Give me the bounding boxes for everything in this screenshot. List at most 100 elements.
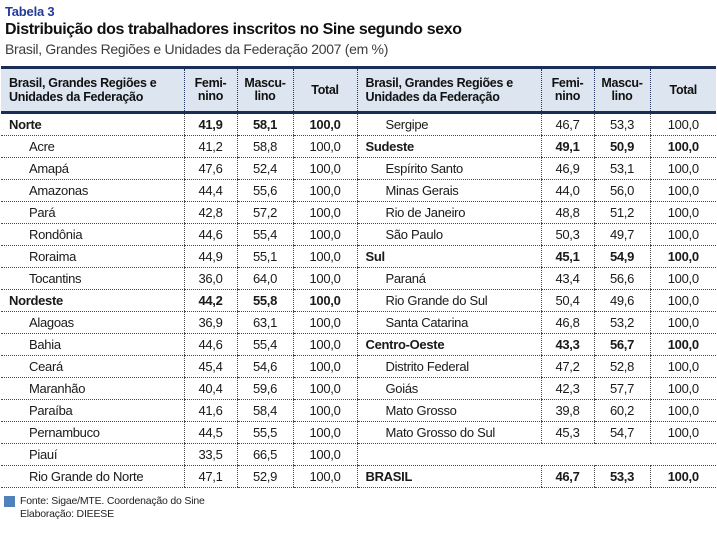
value-cell: 44,9: [183, 245, 237, 268]
table-header: Brasil, Grandes Regiões e Unidades da Fe…: [1, 66, 716, 114]
value-cell: 100,0: [292, 135, 357, 158]
value-cell: 48,8: [540, 201, 594, 224]
value-cell: 100,0: [292, 399, 357, 422]
state-row-label: Ceará: [1, 355, 184, 378]
state-row-label: Santa Catarina: [356, 311, 541, 334]
empty-cell: [541, 443, 594, 466]
header-region-column: Brasil, Grandes Regiões e Unidades da Fe…: [1, 66, 184, 114]
region-row-label: Sul: [356, 245, 541, 268]
value-cell: 100,0: [649, 179, 716, 202]
value-cell: 100,0: [292, 355, 357, 378]
table-row: Paraíba 41,6 58,4 100,0 Mato Grosso 39,8 60,2 1…: [1, 399, 716, 422]
value-cell: 52,9: [236, 465, 293, 488]
value-cell: 100,0: [292, 267, 357, 290]
value-cell: 56,7: [593, 333, 650, 356]
value-cell: 43,3: [540, 333, 594, 356]
table-row: Nordeste 44,2 55,8 100,0 Rio Grande do Sul 50…: [1, 289, 716, 312]
state-row-label: Mato Grosso: [356, 399, 541, 422]
value-cell: 47,2: [540, 355, 594, 378]
value-cell: 100,0: [292, 311, 357, 334]
value-cell: 54,7: [593, 421, 650, 444]
value-cell: 44,2: [183, 289, 237, 312]
table-number-label: Tabela 3: [5, 4, 55, 19]
header-region-column-right: Brasil, Grandes Regiões e Unidades da Fe…: [356, 66, 541, 114]
value-cell: 58,1: [236, 112, 293, 136]
state-row-label: Bahia: [1, 333, 184, 356]
state-row-label: Paraná: [356, 267, 541, 290]
value-cell: 100,0: [649, 223, 716, 246]
value-cell: 42,8: [183, 201, 237, 224]
value-cell: 100,0: [649, 421, 716, 444]
value-cell: 55,5: [236, 421, 293, 444]
value-cell: 50,4: [540, 289, 594, 312]
state-row-label: Espírito Santo: [356, 157, 541, 180]
state-row-label: Sergipe: [356, 112, 541, 136]
value-cell: 100,0: [649, 245, 716, 268]
state-row-label: Paraíba: [1, 399, 184, 422]
state-row-label: Rondônia: [1, 223, 184, 246]
value-cell: 43,4: [540, 267, 594, 290]
state-row-label: Distrito Federal: [356, 355, 541, 378]
value-cell: 55,6: [236, 179, 293, 202]
state-row-label: Pará: [1, 201, 184, 224]
value-cell: 100,0: [649, 267, 716, 290]
region-row-label: Centro-Oeste: [356, 333, 541, 356]
data-table: Brasil, Grandes Regiões e Unidades da Fe…: [1, 66, 716, 488]
header-total-column: Total: [292, 66, 357, 114]
table-row: Rondônia 44,6 55,4 100,0 São Paulo 50,3 49,7 10…: [1, 223, 716, 246]
value-cell: 100,0: [649, 289, 716, 312]
state-row-label: Goiás: [356, 377, 541, 400]
value-cell: 56,0: [593, 179, 650, 202]
table-row: Acre 41,2 58,8 100,0 Sudeste 49,1 50,9 100,0: [1, 135, 716, 158]
value-cell: 45,4: [183, 355, 237, 378]
value-cell: 100,0: [649, 355, 716, 378]
value-cell: 100,0: [292, 179, 357, 202]
value-cell: 100,0: [292, 377, 357, 400]
value-cell: 33,5: [183, 443, 237, 466]
value-cell: 64,0: [236, 267, 293, 290]
page-subtitle: Brasil, Grandes Regiões e Unidades da Fe…: [5, 41, 389, 57]
footer-notes: Fonte: Sigae/MTE. Coordenação do Sine El…: [4, 495, 717, 520]
header-region-line1: Brasil, Grandes Regiões e: [9, 76, 157, 90]
value-cell: 53,3: [593, 112, 650, 136]
table-row: Norte 41,9 58,1 100,0 Sergipe 46,7 53,3 100,0: [1, 112, 716, 136]
header-feminino-column-right: Femi- nino: [540, 66, 594, 114]
value-cell: 44,6: [183, 333, 237, 356]
value-cell: 44,0: [540, 179, 594, 202]
value-cell: 41,6: [183, 399, 237, 422]
value-cell: 100,0: [649, 311, 716, 334]
table-row: Alagoas 36,9 63,1 100,0 Santa Catarina 46,8 53…: [1, 311, 716, 334]
value-cell: 36,0: [183, 267, 237, 290]
value-cell: 100,0: [649, 377, 716, 400]
table-row: Amapá 47,6 52,4 100,0 Espírito Santo 46,9 53,1…: [1, 157, 716, 180]
value-cell: 100,0: [292, 465, 357, 488]
state-row-label: Roraima: [1, 245, 184, 268]
value-cell: 45,1: [540, 245, 594, 268]
value-cell: 53,2: [593, 311, 650, 334]
value-cell: 59,6: [236, 377, 293, 400]
value-cell: 100,0: [649, 112, 716, 136]
value-cell: 66,5: [236, 443, 293, 466]
value-cell: 100,0: [649, 201, 716, 224]
source-square-icon: [4, 495, 15, 507]
title-block: Tabela 3 Distribuição dos trabalhadores …: [0, 0, 717, 58]
value-cell: 49,6: [593, 289, 650, 312]
table-body: Norte 41,9 58,1 100,0 Sergipe 46,7 53,3 100,0 Ac…: [1, 112, 716, 488]
value-cell: 100,0: [649, 135, 716, 158]
state-row-label: Mato Grosso do Sul: [356, 421, 541, 444]
value-cell: 58,8: [236, 135, 293, 158]
empty-cell: [650, 443, 716, 466]
value-cell: 52,8: [593, 355, 650, 378]
value-cell: 100,0: [292, 157, 357, 180]
table-row: Rio Grande do Norte 47,1 52,9 100,0 BRASIL 46…: [1, 465, 716, 488]
value-cell: 57,7: [593, 377, 650, 400]
header-total-column-right: Total: [649, 66, 716, 114]
state-row-label: Acre: [1, 135, 184, 158]
table-row: Pará 42,8 57,2 100,0 Rio de Janeiro 48,8 51,2 1…: [1, 201, 716, 224]
value-cell: 100,0: [292, 443, 357, 466]
value-cell: 55,4: [236, 333, 293, 356]
header-masculino-column-right: Mascu- lino: [593, 66, 650, 114]
value-cell: 46,9: [540, 157, 594, 180]
value-cell: 39,8: [540, 399, 594, 422]
